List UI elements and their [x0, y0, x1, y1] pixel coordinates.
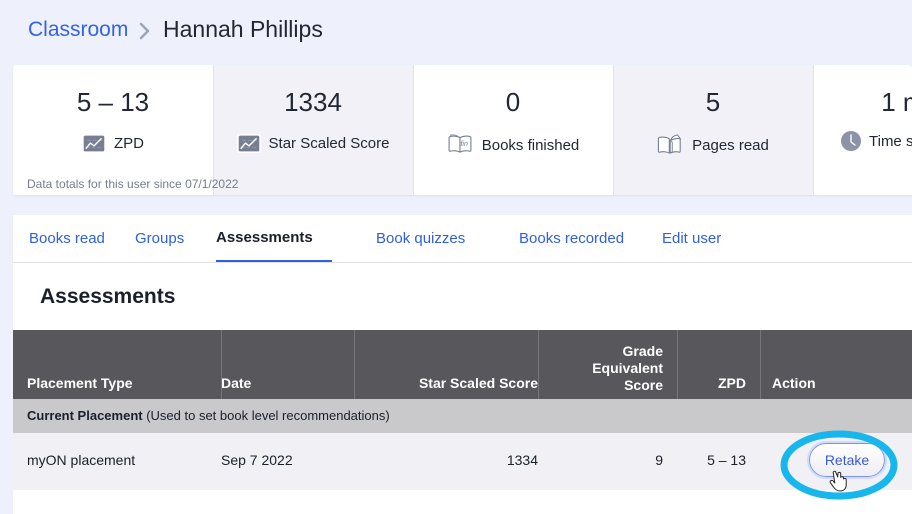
svg-text:fin: fin [460, 141, 468, 148]
